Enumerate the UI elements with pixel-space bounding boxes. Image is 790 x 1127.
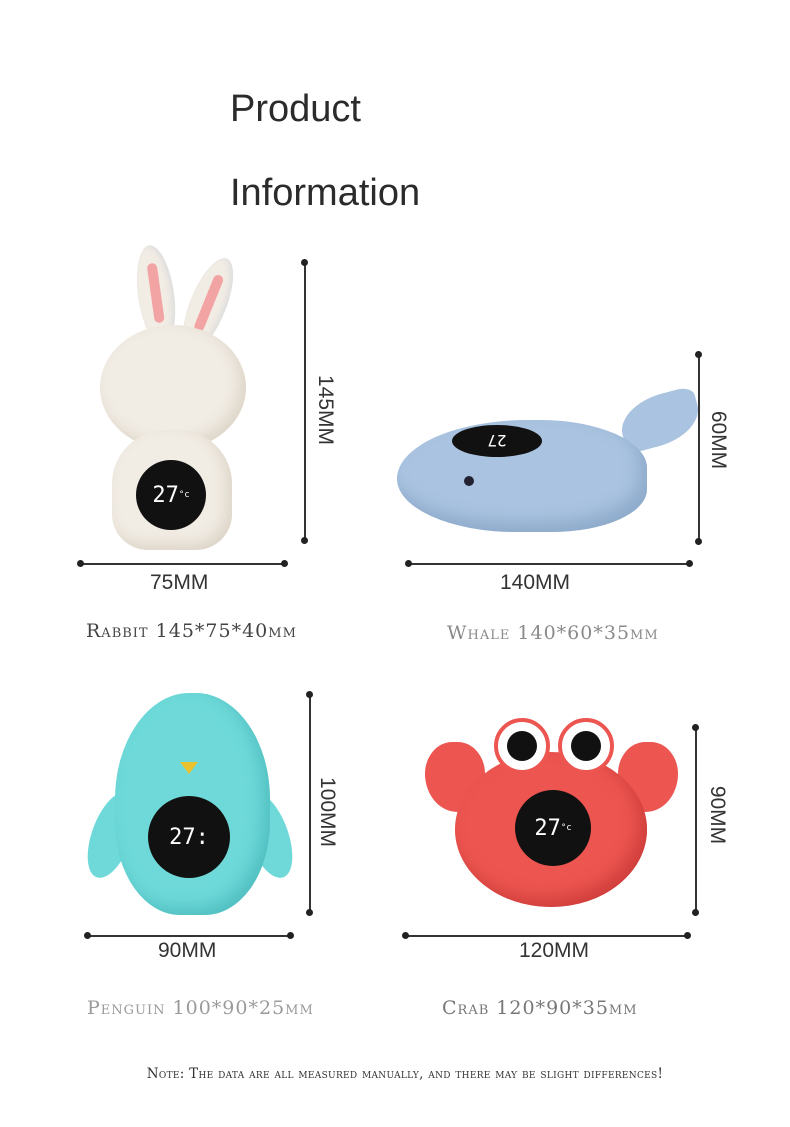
measurement-note: Note: The data are all measured manually… — [146, 1066, 664, 1082]
whale-height-label: 60MM — [707, 410, 731, 470]
rabbit-height-line — [304, 263, 306, 541]
rabbit-height-label: 145MM — [314, 374, 338, 446]
rabbit-head — [100, 325, 246, 450]
rabbit-caption: Rabbit 145*75*40mm — [86, 620, 297, 642]
crab-width-line — [406, 935, 688, 937]
dot — [684, 932, 691, 939]
crab-eye-left — [494, 718, 550, 774]
dot — [686, 560, 693, 567]
dot — [287, 932, 294, 939]
penguin-beak — [180, 762, 198, 774]
dot — [281, 560, 288, 567]
dot — [301, 537, 308, 544]
rabbit-width-label: 75MM — [150, 571, 209, 594]
title-line-2: Information — [230, 172, 421, 214]
dot — [692, 724, 699, 731]
penguin-height-label: 100MM — [316, 776, 340, 848]
crab-height-label: 90MM — [706, 785, 730, 845]
rabbit-width-line — [81, 563, 285, 565]
dot — [306, 691, 313, 698]
dot — [306, 909, 313, 916]
whale-caption: Whale 140*60*35mm — [447, 622, 659, 644]
whale-height-line — [698, 355, 700, 542]
whale-width-line — [409, 563, 690, 565]
dot — [77, 560, 84, 567]
crab-eye-right — [558, 718, 614, 774]
penguin-height-line — [309, 695, 311, 912]
dot — [695, 538, 702, 545]
whale-width-label: 140MM — [500, 571, 571, 594]
crab-display: 27 °c — [515, 790, 591, 866]
rabbit-display: 27 °c — [136, 460, 206, 530]
crab-caption: Crab 120*90*35mm — [442, 997, 638, 1019]
penguin-width-line — [88, 935, 290, 937]
penguin-width-label: 90MM — [158, 939, 217, 962]
title-line-1: Product — [230, 88, 361, 130]
penguin-caption: Penguin 100*90*25mm — [87, 997, 314, 1019]
dot — [402, 932, 409, 939]
dot — [301, 259, 308, 266]
whale-display: 27 — [452, 425, 542, 457]
penguin-display: 27: — [148, 796, 230, 878]
crab-width-label: 120MM — [519, 939, 590, 962]
dot — [695, 351, 702, 358]
dot — [405, 560, 412, 567]
dot — [84, 932, 91, 939]
whale-eye — [464, 476, 474, 486]
crab-height-line — [695, 728, 697, 912]
dot — [692, 909, 699, 916]
